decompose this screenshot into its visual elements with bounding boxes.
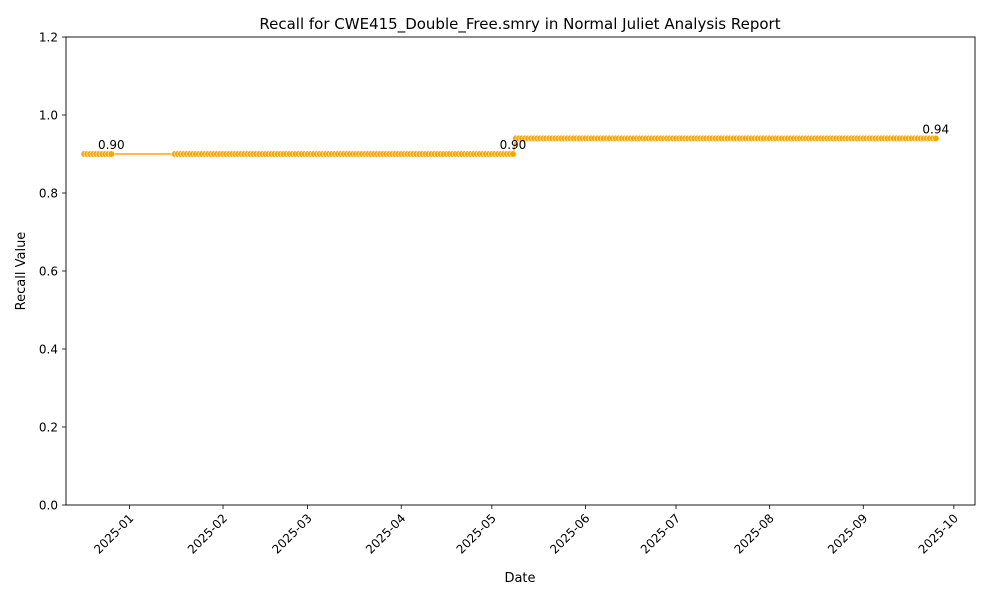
x-tick-label: 2025-01 [91, 511, 136, 556]
y-tick-label: 1.0 [39, 109, 58, 123]
x-tick-label: 2025-03 [269, 511, 314, 556]
x-tick-label: 2025-09 [825, 511, 870, 556]
x-tick-label: 2025-04 [363, 511, 408, 556]
x-axis-label: Date [504, 571, 535, 586]
x-tick-label: 2025-02 [185, 511, 230, 556]
y-tick-label: 0.8 [39, 187, 58, 201]
x-tick-label: 2025-05 [454, 511, 499, 556]
data-point [509, 150, 517, 158]
x-axis: 2025-01 2025-02 2025-03 2025-04 2025-05 2025-… [91, 505, 961, 557]
y-tick-label: 0.2 [39, 421, 58, 435]
data-point [932, 134, 940, 142]
data-label: 0.94 [922, 122, 949, 136]
x-tick-label: 2025-10 [916, 511, 961, 556]
y-tick-label: 0.6 [39, 265, 58, 279]
y-axis: 0.0 0.2 0.4 0.6 0.8 1.0 1.2 [39, 31, 66, 513]
y-tick-label: 0.4 [39, 343, 58, 357]
chart-title: Recall for CWE415_Double_Free.smry in No… [259, 15, 780, 34]
y-axis-label: Recall Value [14, 232, 29, 311]
y-tick-label: 0.0 [39, 499, 58, 513]
x-tick-label: 2025-08 [731, 511, 776, 556]
data-label: 0.90 [500, 138, 527, 152]
data-label: 0.90 [98, 138, 125, 152]
x-tick-label: 2025-06 [547, 511, 592, 556]
x-tick-label: 2025-07 [638, 511, 683, 556]
plot-frame [65, 36, 976, 506]
data-point [107, 150, 115, 158]
plot-area: 0.90 0.90 0.94 [80, 122, 949, 158]
y-tick-label: 1.2 [39, 31, 58, 45]
